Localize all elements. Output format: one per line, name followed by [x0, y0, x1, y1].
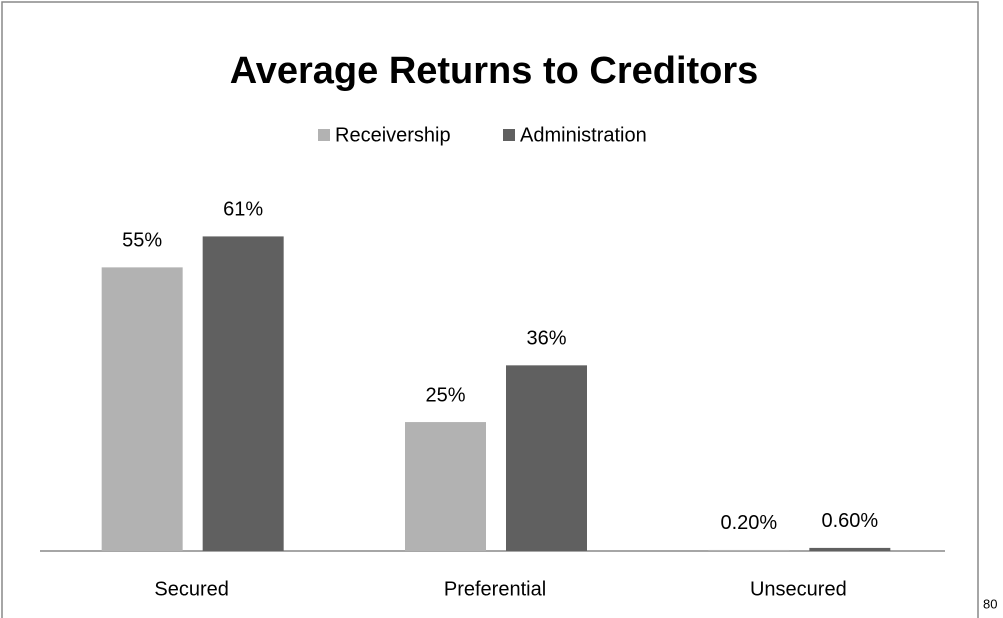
data-label: 25% [425, 384, 465, 406]
x-tick-label: Preferential [444, 578, 546, 600]
bar [506, 365, 587, 551]
bar [405, 422, 486, 551]
legend-swatch [503, 129, 515, 141]
bar [202, 236, 284, 551]
legend-label: Administration [520, 124, 647, 146]
bar [809, 547, 891, 551]
legend-swatch [318, 129, 330, 141]
page-number: 80 [983, 596, 997, 611]
bar [101, 267, 183, 551]
data-label: 0.20% [720, 512, 777, 534]
legend-label: Receivership [335, 124, 451, 146]
x-tick-label: Unsecured [750, 578, 847, 600]
data-label: 61% [223, 199, 263, 221]
data-label: 36% [526, 328, 566, 350]
bar [708, 549, 790, 551]
chart-frame [1, 1, 979, 618]
data-label: 55% [122, 230, 162, 252]
x-tick-label: Secured [154, 578, 229, 600]
chart-title: Average Returns to Creditors [230, 50, 759, 92]
data-label: 0.60% [821, 510, 878, 532]
